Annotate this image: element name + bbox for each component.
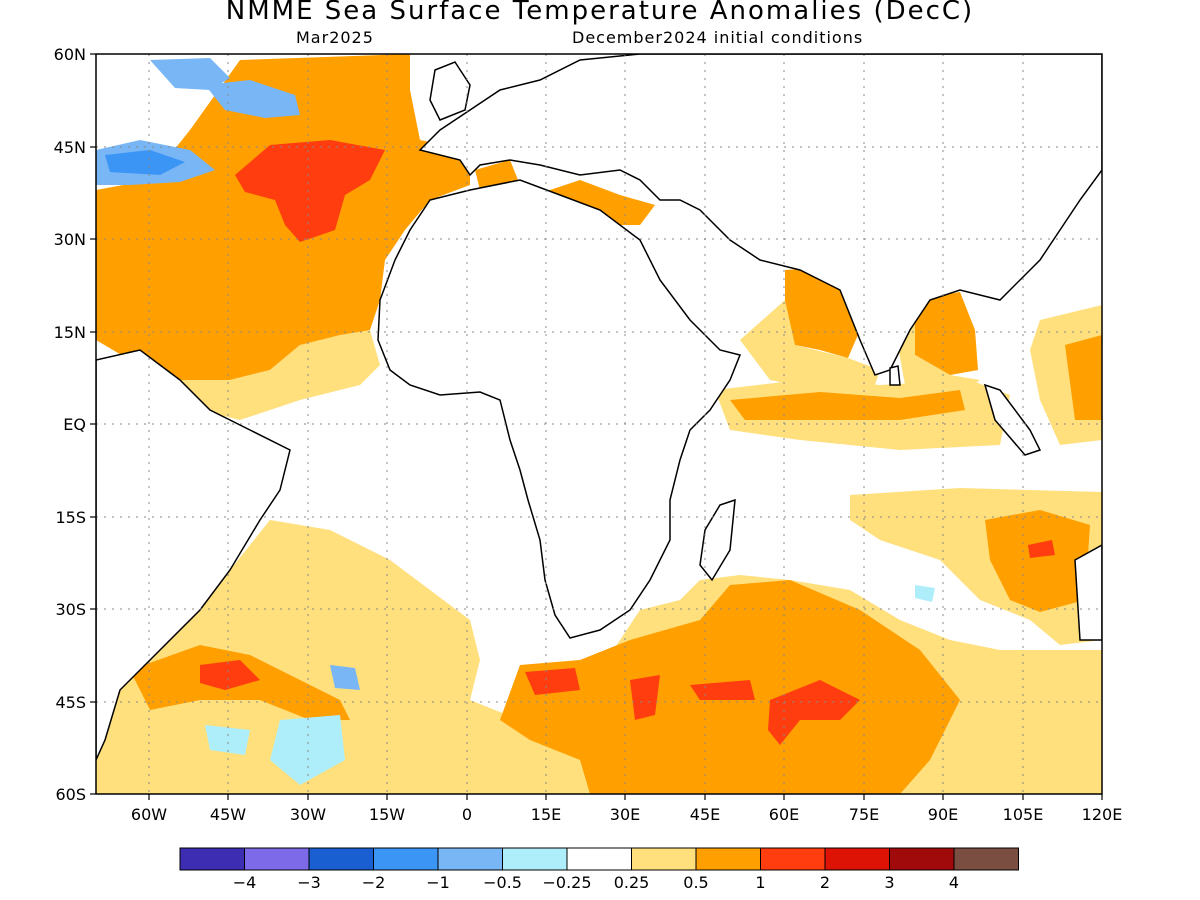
colorbar-label: 0.25 — [614, 873, 650, 892]
sri-lanka-outline — [889, 365, 901, 386]
colorbar-label: −2 — [362, 873, 386, 892]
colorbar-swatch — [566, 847, 632, 871]
coastlines — [96, 54, 1102, 761]
colorbar-swatches — [179, 847, 1019, 871]
lat-label: EQ — [63, 415, 86, 434]
greenland-sea-cool-1 — [150, 58, 230, 90]
lon-label: 90E — [928, 805, 958, 824]
colorbar: −4 −3 −2 −1 −0.5 −0.25 0.25 0.5 1 2 3 4 — [179, 847, 1019, 892]
lat-labels: 60N 45N 30N 15N EQ 15S 30S 45S 60S — [54, 45, 86, 804]
colorbar-label: −0.5 — [483, 873, 522, 892]
colorbar-swatch — [760, 847, 826, 871]
lat-label: 15S — [55, 508, 86, 527]
colorbar-labels: −4 −3 −2 −1 −0.5 −0.25 0.25 0.5 1 2 3 4 — [233, 873, 959, 892]
lon-label: 45W — [210, 805, 246, 824]
south-america-outline — [96, 349, 291, 761]
lon-labels: 60W 45W 30W 15W 0 15E 30E 45E 60E 75E 90… — [131, 805, 1122, 824]
colorbar-swatch — [308, 847, 374, 871]
lon-label: 45E — [690, 805, 720, 824]
madagascar-outline — [699, 498, 736, 582]
s-atlantic-cool-core — [330, 665, 360, 690]
lon-label: 15E — [531, 805, 561, 824]
colorbar-swatch — [502, 847, 568, 871]
lat-label: 30N — [54, 230, 86, 249]
colorbar-swatch — [953, 847, 1019, 871]
equatorial-indian-warm — [730, 390, 965, 420]
colorbar-label: 2 — [820, 873, 830, 892]
colorbar-label: −4 — [233, 873, 257, 892]
colorbar-swatch — [824, 847, 890, 871]
lon-label: 60E — [769, 805, 799, 824]
lon-label: 120E — [1082, 805, 1123, 824]
colorbar-label: −1 — [426, 873, 450, 892]
bay-of-bengal-warm — [915, 292, 978, 375]
colorbar-swatch — [695, 847, 761, 871]
africa-outline — [377, 179, 742, 639]
colorbar-label: −0.25 — [542, 873, 591, 892]
s-atlantic-strong-1 — [200, 660, 260, 690]
southern-ocean-strong-2 — [630, 675, 660, 720]
nw-atlantic-cool-core — [105, 150, 185, 175]
lat-label: 60S — [55, 785, 86, 804]
se-indian-warm — [985, 510, 1090, 612]
colorbar-swatch — [437, 847, 503, 871]
s-atlantic-cool-2 — [205, 725, 250, 755]
colorbar-label: 3 — [884, 873, 894, 892]
n-atlantic-strong-region — [235, 140, 385, 242]
colorbar-label: 1 — [755, 873, 765, 892]
southern-ocean-strong-4 — [768, 680, 860, 745]
lat-label: 45S — [55, 693, 86, 712]
axis-ticks — [90, 53, 1103, 800]
sw-indian-cool-patch — [915, 585, 935, 602]
lon-label: 60W — [131, 805, 167, 824]
lat-label: 60N — [54, 45, 86, 64]
colorbar-swatch — [373, 847, 439, 871]
sumatra-outline — [983, 383, 1042, 456]
n-atlantic-warm-region — [96, 54, 470, 390]
n-atlantic-moderate-region — [160, 330, 380, 420]
colorbar-label: 4 — [949, 873, 959, 892]
southern-ocean-strong-3 — [690, 680, 755, 700]
grid-lines — [96, 54, 1102, 794]
colorbar-swatch — [889, 847, 955, 871]
init-conditions-label: December2024 initial conditions — [572, 28, 864, 47]
lon-label: 75E — [849, 805, 879, 824]
colorbar-swatch — [179, 847, 245, 871]
lat-label: 15N — [54, 323, 86, 342]
bay-of-bengal-moderate — [895, 300, 980, 395]
australia-outline — [1074, 544, 1102, 641]
colorbar-label: −3 — [297, 873, 321, 892]
lon-label: 105E — [1003, 805, 1044, 824]
maritime-continent-warm — [1065, 335, 1102, 420]
colorbar-swatch — [631, 847, 697, 871]
target-month-label: Mar2025 — [296, 28, 374, 47]
arabian-sea-warm — [785, 268, 860, 358]
lat-label: 30S — [55, 600, 86, 619]
colorbar-label: 0.5 — [683, 873, 708, 892]
lat-label: 45N — [54, 138, 86, 157]
lon-label: 15W — [369, 805, 405, 824]
map-title: NMME Sea Surface Temperature Anomalies (… — [225, 0, 975, 26]
europe-outline — [418, 54, 1102, 376]
southern-ocean-strong-1 — [525, 668, 580, 695]
lon-label: 0 — [462, 805, 472, 824]
great-britain-outline — [429, 61, 471, 121]
colorbar-swatch — [244, 847, 310, 871]
arabian-sea-moderate — [740, 300, 880, 390]
lon-label: 30E — [610, 805, 640, 824]
se-indian-strong — [1028, 540, 1055, 558]
labrador-cool-region — [205, 80, 300, 118]
lon-label: 30W — [290, 805, 326, 824]
